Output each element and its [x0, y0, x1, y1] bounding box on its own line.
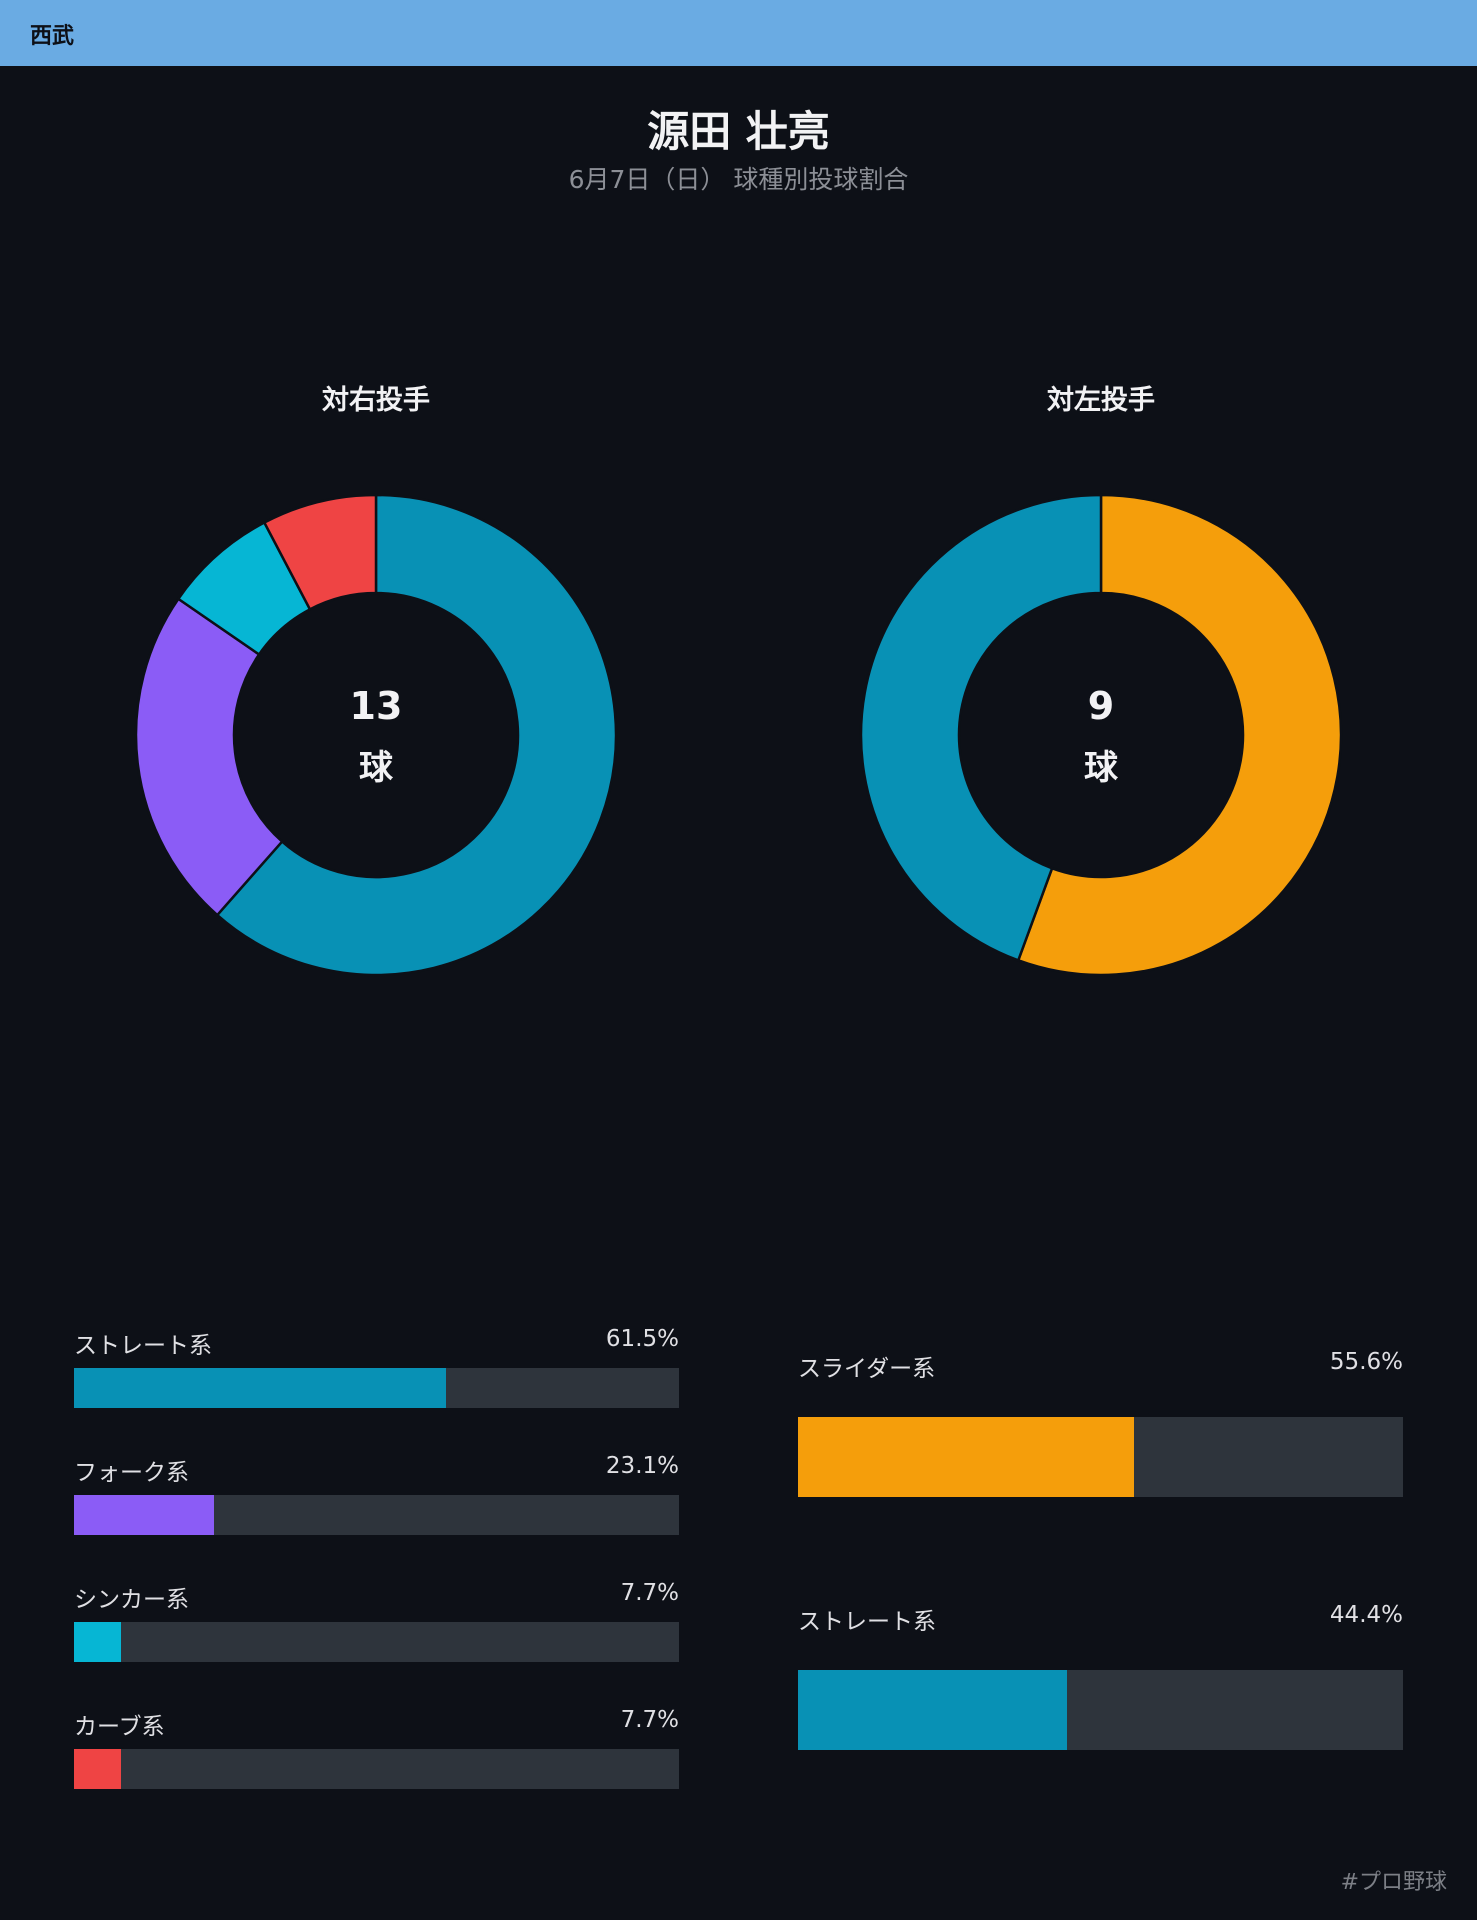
total-pitches-vs-right: 13	[349, 684, 403, 728]
chart-title-vs-right: 対右投手	[322, 385, 430, 416]
page-title: 源田 壮亮	[647, 107, 830, 156]
donut-slice-0-1	[134, 597, 284, 917]
donut-slice-1-0	[1016, 493, 1343, 977]
bar-track	[74, 1495, 679, 1535]
page-subtitle: 6月7日（日） 球種別投球割合	[568, 165, 909, 194]
bar-track	[798, 1670, 1403, 1750]
total-pitches-vs-left: 9	[1087, 684, 1115, 728]
donut-chart-vs-right	[134, 493, 618, 977]
top-bar: 西武	[0, 0, 1477, 66]
bar-label: シンカー系	[74, 1587, 189, 1613]
bar-row: カーブ系 7.7%	[74, 1707, 679, 1789]
donut-slice-0-3	[262, 493, 378, 611]
bar-row: スライダー系 55.6%	[798, 1349, 1403, 1497]
chart-title-vs-left: 対左投手	[1047, 385, 1155, 416]
bar-percent: 7.7%	[620, 1707, 679, 1733]
bar-row: フォーク系 23.1%	[74, 1453, 679, 1535]
bar-percent: 7.7%	[620, 1580, 679, 1606]
bar-track	[74, 1368, 679, 1408]
bar-row: ストレート系 61.5%	[74, 1326, 679, 1408]
bar-percent: 55.6%	[1329, 1349, 1403, 1375]
bar-track	[74, 1622, 679, 1662]
bar-label: フォーク系	[74, 1460, 189, 1486]
bar-track	[798, 1417, 1403, 1497]
bar-fill	[74, 1622, 121, 1662]
pitch-unit-vs-left: 球	[1084, 748, 1118, 788]
bar-row: ストレート系 44.4%	[798, 1602, 1403, 1750]
bar-label: カーブ系	[74, 1714, 165, 1740]
bar-percent: 44.4%	[1329, 1602, 1403, 1628]
hashtag: #プロ野球	[1340, 1870, 1447, 1895]
bar-percent: 61.5%	[605, 1326, 679, 1352]
bar-label: ストレート系	[798, 1609, 936, 1635]
pitch-unit-vs-right: 球	[359, 748, 393, 788]
donut-slice-0-0	[215, 493, 618, 977]
team-name: 西武	[30, 24, 75, 49]
bar-label: スライダー系	[798, 1356, 936, 1382]
bar-fill	[74, 1749, 121, 1789]
bar-track	[74, 1749, 679, 1789]
bar-fill	[74, 1368, 447, 1408]
bar-fill	[74, 1495, 214, 1535]
bar-fill	[798, 1417, 1135, 1497]
donut-chart-vs-left	[859, 493, 1343, 977]
bar-fill	[798, 1670, 1067, 1750]
bar-percent: 23.1%	[605, 1453, 679, 1479]
bar-row: シンカー系 7.7%	[74, 1580, 679, 1662]
donut-slice-1-1	[859, 493, 1103, 962]
bar-label: ストレート系	[74, 1333, 212, 1359]
